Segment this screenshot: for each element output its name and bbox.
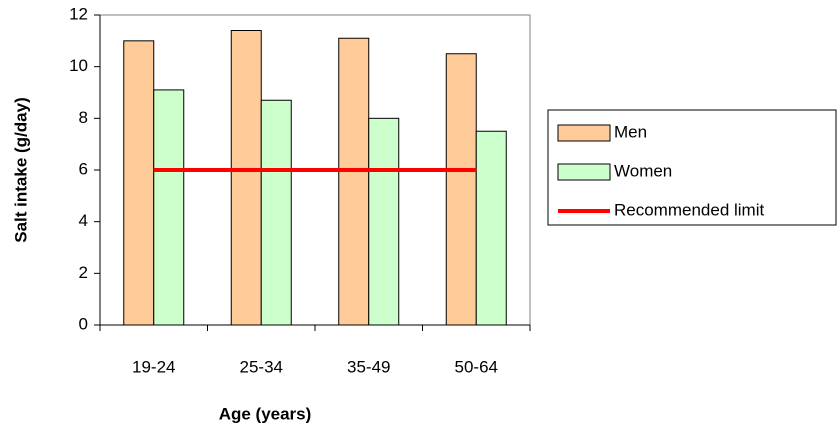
legend-label: Men (614, 122, 647, 141)
y-tick-label: 12 (69, 4, 88, 23)
bar (338, 37, 370, 326)
bar (475, 130, 507, 326)
y-tick-label: 10 (69, 56, 88, 75)
x-tick-label: 35-49 (347, 357, 390, 376)
bar (260, 99, 292, 326)
legend-swatch (557, 163, 611, 181)
y-tick-label: 4 (79, 211, 88, 230)
x-tick-label: 19-24 (132, 357, 175, 376)
y-tick-label: 0 (79, 314, 88, 333)
bar (153, 89, 185, 326)
bar (445, 53, 477, 326)
x-axis-label: Age (years) (219, 404, 312, 423)
y-tick-label: 6 (79, 159, 88, 178)
bar (230, 30, 262, 326)
legend-label: Women (614, 161, 672, 180)
y-tick-label: 2 (79, 263, 88, 282)
x-tick-label: 50-64 (455, 357, 498, 376)
y-tick-label: 8 (79, 108, 88, 127)
bar (368, 117, 400, 326)
legend-label: Recommended limit (614, 200, 764, 219)
legend-swatch (557, 124, 611, 142)
bar (123, 40, 155, 326)
x-tick-label: 25-34 (240, 357, 283, 376)
y-axis-label: Salt intake (g/day) (11, 97, 30, 242)
